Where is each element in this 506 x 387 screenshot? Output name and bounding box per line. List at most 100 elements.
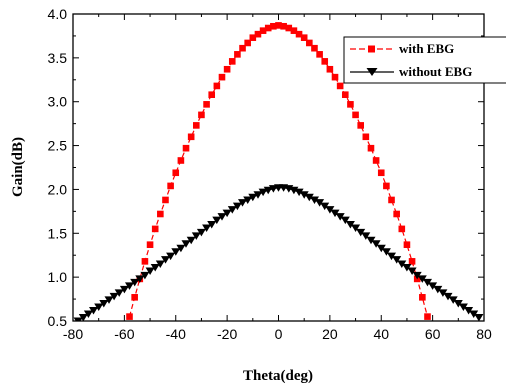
- data-point-without-ebg: [186, 236, 196, 245]
- data-point-with-ebg: [383, 182, 390, 190]
- data-point-without-ebg: [145, 267, 155, 275]
- y-tick-label: 1.5: [48, 225, 68, 241]
- data-point-without-ebg: [423, 278, 432, 287]
- data-point-without-ebg: [458, 303, 468, 311]
- data-point-with-ebg: [151, 225, 159, 233]
- data-point-with-ebg: [259, 27, 267, 34]
- data-point-without-ebg: [263, 186, 273, 195]
- data-point-with-ebg: [182, 144, 190, 152]
- data-point-without-ebg: [299, 191, 309, 199]
- legend-marker-with-ebg: [368, 45, 375, 53]
- data-point-with-ebg: [321, 58, 329, 65]
- data-point-with-ebg: [244, 39, 251, 47]
- data-point-without-ebg: [474, 314, 484, 321]
- data-point-with-ebg: [352, 111, 359, 119]
- data-point-with-ebg: [218, 73, 226, 81]
- y-tick-label: 2.5: [48, 138, 68, 154]
- data-point-with-ebg: [357, 122, 364, 129]
- data-point-with-ebg: [198, 111, 205, 119]
- data-point-without-ebg: [392, 256, 402, 264]
- data-point-without-ebg: [428, 282, 438, 290]
- data-point-without-ebg: [119, 285, 129, 294]
- x-tick-label: -40: [166, 326, 186, 342]
- data-point-without-ebg: [181, 240, 191, 248]
- data-point-with-ebg: [419, 294, 426, 301]
- data-point-without-ebg: [417, 275, 427, 283]
- data-point-without-ebg: [166, 252, 176, 261]
- data-point-without-ebg: [89, 307, 98, 315]
- data-point-without-ebg: [238, 199, 247, 207]
- data-point-without-ebg: [99, 300, 109, 308]
- data-point-with-ebg: [388, 196, 395, 204]
- data-point-without-ebg: [407, 267, 417, 275]
- data-point-without-ebg: [171, 248, 181, 256]
- y-tick-label: 2.0: [48, 181, 68, 197]
- data-point-without-ebg: [412, 271, 422, 280]
- data-point-with-ebg: [239, 44, 246, 52]
- data-point-without-ebg: [140, 271, 150, 280]
- data-point-without-ebg: [114, 289, 124, 297]
- data-point-without-ebg: [196, 228, 206, 237]
- data-point-with-ebg: [157, 210, 164, 218]
- x-tick-label: 40: [373, 326, 389, 342]
- data-point-without-ebg: [443, 292, 453, 301]
- data-point-with-ebg: [254, 30, 262, 38]
- data-point-with-ebg: [290, 27, 298, 34]
- data-point-with-ebg: [311, 44, 318, 52]
- data-point-without-ebg: [155, 260, 165, 268]
- data-point-without-ebg: [469, 310, 479, 318]
- data-point-without-ebg: [310, 196, 319, 204]
- data-point-with-ebg: [347, 101, 354, 108]
- data-point-with-ebg: [213, 82, 221, 90]
- y-tick-labels: 0.5 1.0 1.5 2.0 2.5 3.0 3.5 4.0: [48, 6, 68, 329]
- x-tick-label: 20: [322, 326, 338, 342]
- series-layer: [73, 22, 484, 321]
- data-point-with-ebg: [126, 313, 133, 320]
- data-point-without-ebg: [294, 188, 304, 197]
- data-point-without-ebg: [73, 317, 83, 321]
- data-point-with-ebg: [295, 30, 303, 38]
- data-point-without-ebg: [191, 232, 201, 240]
- data-point-without-ebg: [78, 314, 88, 321]
- x-tick-label: 0: [275, 326, 283, 342]
- data-point-with-ebg: [141, 258, 149, 265]
- data-point-with-ebg: [285, 24, 293, 32]
- data-point-without-ebg: [150, 264, 160, 272]
- data-point-without-ebg: [325, 206, 335, 214]
- data-point-with-ebg: [270, 22, 277, 30]
- legend-label-with-ebg: with EBG: [399, 41, 454, 56]
- y-tick-label: 4.0: [48, 6, 68, 22]
- data-point-with-ebg: [316, 51, 323, 58]
- data-point-without-ebg: [130, 278, 140, 287]
- data-point-without-ebg: [176, 244, 186, 253]
- x-tick-label: 60: [425, 326, 441, 342]
- data-point-without-ebg: [361, 232, 371, 240]
- data-point-without-ebg: [94, 303, 104, 311]
- data-point-without-ebg: [376, 244, 386, 253]
- data-point-without-ebg: [125, 282, 134, 290]
- data-point-with-ebg: [162, 196, 169, 204]
- data-point-without-ebg: [227, 206, 237, 214]
- data-point-without-ebg: [320, 202, 330, 211]
- data-point-without-ebg: [212, 216, 222, 225]
- data-point-with-ebg: [223, 65, 231, 73]
- data-point-without-ebg: [109, 292, 119, 301]
- data-point-without-ebg: [83, 310, 93, 318]
- data-point-without-ebg: [253, 191, 263, 199]
- data-point-without-ebg: [397, 260, 407, 268]
- data-point-without-ebg: [330, 209, 340, 218]
- y-axis-title: Gain(dB): [10, 137, 26, 197]
- data-point-without-ebg: [248, 193, 258, 202]
- data-point-without-ebg: [345, 221, 355, 229]
- data-point-without-ebg: [222, 209, 232, 218]
- data-point-without-ebg: [161, 256, 170, 264]
- y-tick-label: 0.5: [48, 313, 68, 329]
- data-point-without-ebg: [217, 213, 227, 221]
- data-point-with-ebg: [367, 144, 375, 152]
- data-point-with-ebg: [146, 241, 154, 248]
- data-point-with-ebg: [177, 157, 185, 164]
- data-point-with-ebg: [264, 24, 272, 32]
- data-point-without-ebg: [371, 240, 381, 248]
- legend-label-without-ebg: without EBG: [399, 64, 472, 79]
- data-point-with-ebg: [234, 51, 241, 58]
